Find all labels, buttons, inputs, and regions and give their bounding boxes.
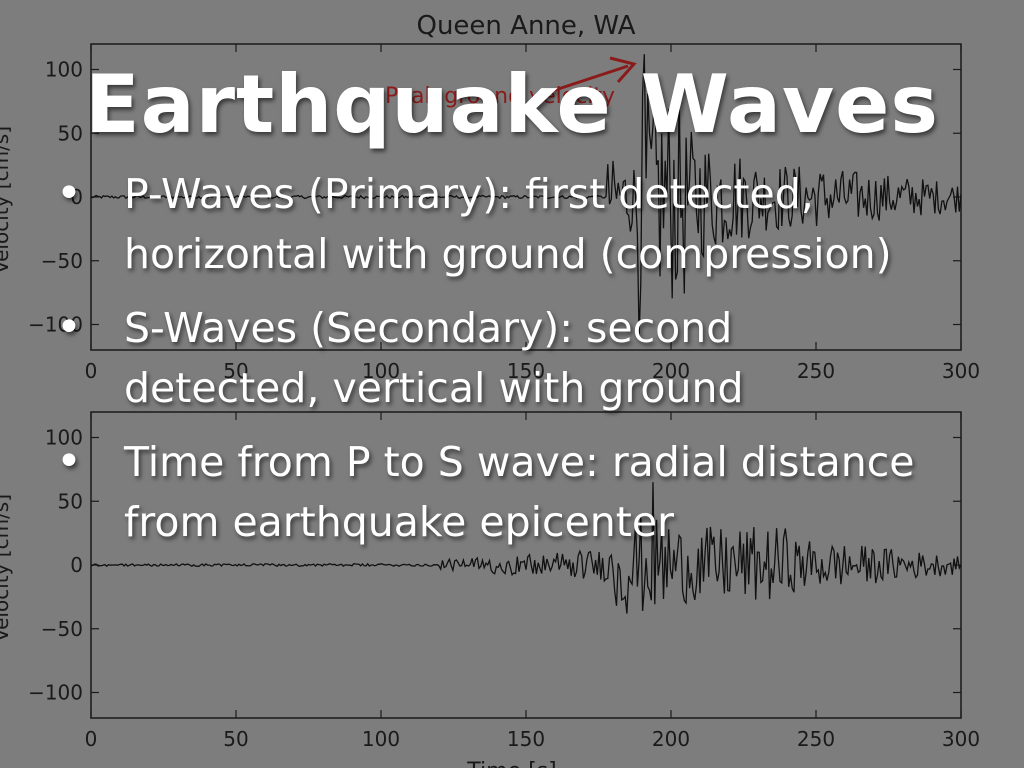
x-tick-label: 200 bbox=[652, 727, 690, 751]
x-tick-label: 150 bbox=[507, 727, 545, 751]
y-tick-label: 50 bbox=[58, 121, 83, 145]
y-tick-label: 0 bbox=[70, 553, 83, 577]
x-tick-label: 150 bbox=[507, 359, 545, 383]
x-tick-label: 250 bbox=[797, 359, 835, 383]
y-tick-label: 0 bbox=[70, 185, 83, 209]
annotation-arrow-head bbox=[609, 56, 637, 83]
bullet-item-s-waves: • S-Waves (Secondary): second detected, … bbox=[56, 298, 936, 418]
x-tick-label: 0 bbox=[85, 727, 98, 751]
bullet-text: S-Waves (Secondary): second detected, ve… bbox=[124, 304, 744, 412]
x-tick-label: 100 bbox=[362, 359, 400, 383]
x-tick-label: 50 bbox=[223, 359, 248, 383]
top-ylabel: Velocity [cm/s] bbox=[0, 126, 13, 274]
x-tick-label: 300 bbox=[942, 359, 980, 383]
top-seismogram-trace bbox=[90, 54, 962, 338]
bullet-item-p-waves: • P-Waves (Primary): first detected, hor… bbox=[56, 164, 936, 284]
peak-annotation: Peak ground velocity bbox=[385, 84, 615, 109]
y-tick-label: 100 bbox=[45, 426, 83, 450]
y-tick-label: −50 bbox=[41, 617, 83, 641]
bottom-ylabel: Velocity [cm/s] bbox=[0, 494, 13, 642]
bullet-text: P-Waves (Primary): first detected, horiz… bbox=[124, 170, 892, 278]
x-tick-label: 300 bbox=[942, 727, 980, 751]
x-axis-label: Time [s] bbox=[466, 759, 556, 768]
y-tick-label: 100 bbox=[45, 58, 83, 82]
bullet-list: • P-Waves (Primary): first detected, hor… bbox=[56, 164, 936, 566]
y-tick-label: −50 bbox=[41, 249, 83, 273]
bullet-dot-icon: • bbox=[56, 436, 82, 487]
annotation-arrow-line bbox=[539, 64, 629, 97]
x-tick-label: 250 bbox=[797, 727, 835, 751]
bottom-seismogram-trace bbox=[90, 482, 962, 614]
y-tick-label: −100 bbox=[28, 681, 83, 705]
x-tick-label: 200 bbox=[652, 359, 690, 383]
bullet-text: Time from P to S wave: radial distance f… bbox=[124, 438, 915, 546]
bullet-dot-icon: • bbox=[56, 302, 82, 353]
x-tick-label: 50 bbox=[223, 727, 248, 751]
y-tick-label: −100 bbox=[28, 313, 83, 337]
bullet-item-time-p-to-s: • Time from P to S wave: radial distance… bbox=[56, 432, 936, 552]
slide-title: Earthquake Waves bbox=[84, 58, 940, 151]
x-tick-label: 100 bbox=[362, 727, 400, 751]
figure-title: Queen Anne, WA bbox=[416, 11, 635, 41]
x-tick-label: 0 bbox=[85, 359, 98, 383]
bullet-dot-icon: • bbox=[56, 168, 82, 219]
y-tick-label: 50 bbox=[58, 489, 83, 513]
